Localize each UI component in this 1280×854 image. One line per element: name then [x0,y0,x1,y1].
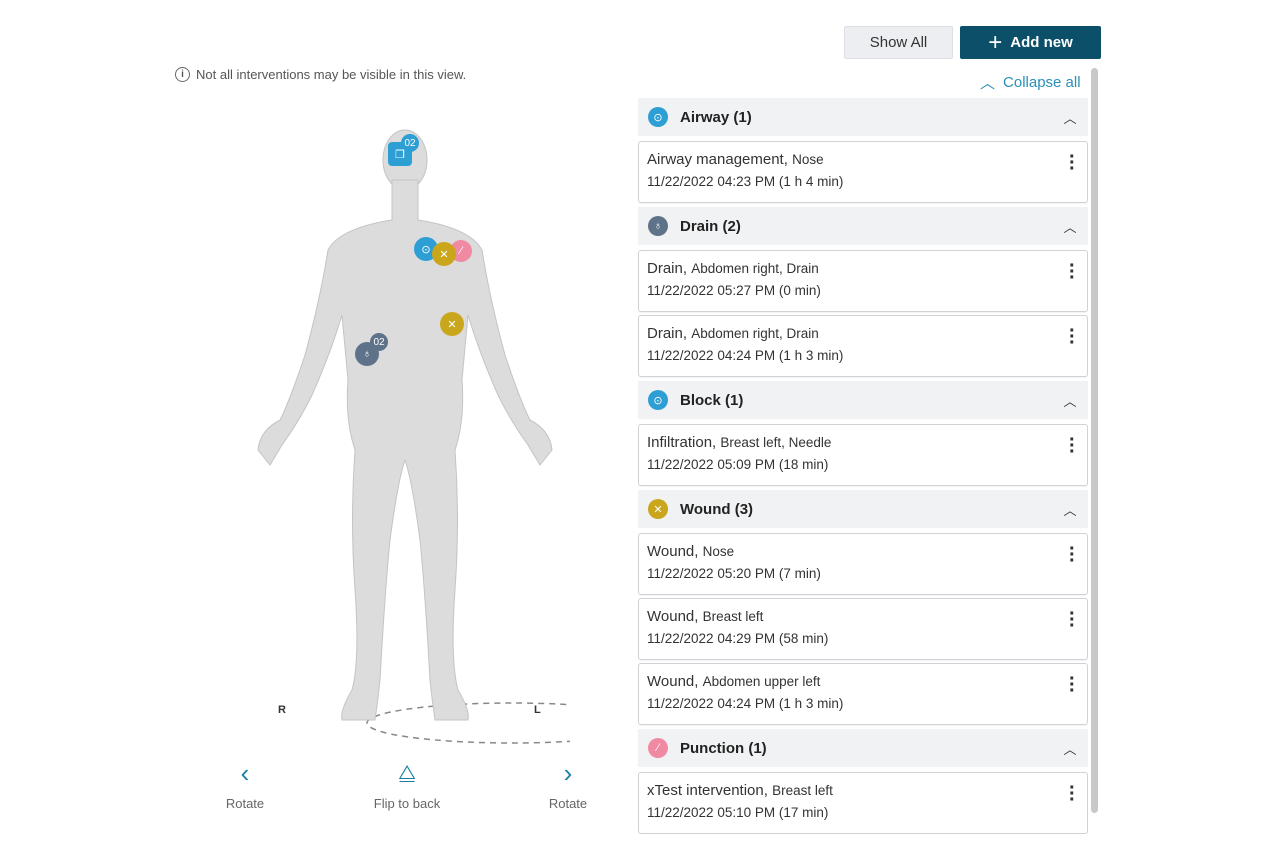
more-options-icon[interactable]: · · · [1069,146,1076,180]
visibility-notice: i Not all interventions may be visible i… [175,67,466,82]
rotate-right-button[interactable]: › Rotate [548,758,588,811]
block-icon: ⊙ [648,390,668,410]
intervention-time: 11/22/2022 04:29 PM (58 min) [647,631,829,646]
intervention-name: Infiltration, [647,434,717,451]
section-title: Drain (2) [680,217,741,235]
body-figure[interactable]: R L [250,120,570,750]
intervention-item[interactable]: Drain, Abdomen right, Drain 11/22/2022 05… [638,250,1088,312]
head-count-badge: 02 [401,134,419,152]
collapse-all-link[interactable]: ︿ Collapse all [980,74,1081,92]
section-title: Airway (1) [680,108,752,126]
more-options-icon[interactable]: · · · [1069,429,1076,463]
intervention-location: Abdomen upper left [702,674,821,689]
intervention-item[interactable]: Drain, Abdomen right, Drain 11/22/2022 04… [638,315,1088,377]
intervention-time: 11/22/2022 04:24 PM (1 h 3 min) [647,348,844,363]
chevron-up-icon: ︿ [980,75,996,92]
intervention-time: 11/22/2022 05:27 PM (0 min) [647,283,821,298]
more-options-icon[interactable]: · · · [1069,320,1076,354]
intervention-name: Drain, [647,325,688,342]
section-title: Block (1) [680,391,744,409]
intervention-location: Abdomen right, Drain [691,261,819,276]
punction-icon: ⁄ [648,738,668,758]
intervention-item[interactable]: Wound, Nose 11/22/2022 05:20 PM (7 min) · ·… [638,533,1088,595]
chevron-up-icon[interactable]: ︿ [1063,741,1077,757]
section-title: Wound (3) [680,500,754,518]
intervention-location: Nose [702,544,735,559]
intervention-time: 11/22/2022 05:09 PM (18 min) [647,457,829,472]
section-header-drain[interactable]: ♁ Drain (2) ︿ [638,207,1088,245]
chevron-up-icon[interactable]: ︿ [1063,219,1077,235]
rotate-left-button[interactable]: ‹ Rotate [225,758,265,811]
right-side-label: R [278,704,286,716]
intervention-name: Wound, [647,543,699,560]
more-options-icon[interactable]: · · · [1069,255,1076,289]
wound-icon: ✕ [648,499,668,519]
intervention-time: 11/22/2022 05:20 PM (7 min) [647,566,821,581]
marker-wound-breast-icon[interactable]: ✕ [432,242,456,266]
more-options-icon[interactable]: · · · [1069,603,1076,637]
intervention-location: Nose [792,152,824,167]
intervention-item[interactable]: Airway management, Nose 11/22/2022 04:23 … [638,141,1088,203]
left-side-label: L [534,704,541,716]
plus-icon: + [988,28,1003,56]
intervention-item[interactable]: Wound, Abdomen upper left 11/22/2022 04:2… [638,663,1088,725]
intervention-location: Abdomen right, Drain [691,326,819,341]
flip-icon: ⧋ [398,762,416,784]
intervention-time: 11/22/2022 04:23 PM (1 h 4 min) [647,174,844,189]
intervention-item[interactable]: xTest intervention, Breast left 11/22/202… [638,772,1088,834]
drain-icon: ♁ [648,216,668,236]
intervention-name: xTest intervention, [647,782,768,799]
intervention-location: Breast left [772,783,833,798]
info-icon: i [175,67,190,82]
more-options-icon[interactable]: · · · [1069,777,1076,811]
chevron-up-icon[interactable]: ︿ [1063,393,1077,409]
section-header-airway[interactable]: ⊙ Airway (1) ︿ [638,98,1088,136]
intervention-time: 11/22/2022 04:24 PM (1 h 3 min) [647,696,844,711]
chevron-left-icon: ‹ [240,758,250,788]
chevron-up-icon[interactable]: ︿ [1063,110,1077,126]
intervention-name: Wound, [647,608,699,625]
more-options-icon[interactable]: · · · [1069,668,1076,702]
airway-icon: ⊙ [648,107,668,127]
marker-wound-abdomen-icon[interactable]: ✕ [440,312,464,336]
intervention-name: Airway management, [647,151,788,168]
section-header-wound[interactable]: ✕ Wound (3) ︿ [638,490,1088,528]
scrollbar[interactable] [1091,68,1098,813]
interventions-list: ⊙ Airway (1) ︿ Airway management, Nose 11/22… [638,98,1088,834]
intervention-time: 11/22/2022 05:10 PM (17 min) [647,805,829,820]
intervention-name: Drain, [647,260,688,277]
show-all-button[interactable]: Show All [844,26,953,59]
section-header-punction[interactable]: ⁄ Punction (1) ︿ [638,729,1088,767]
more-options-icon[interactable]: · · · [1069,538,1076,572]
intervention-name: Wound, [647,673,699,690]
intervention-location: Breast left [702,609,764,624]
add-new-button[interactable]: + Add new [960,26,1101,59]
chevron-right-icon: › [563,758,573,788]
section-title: Punction (1) [680,739,767,757]
chevron-up-icon[interactable]: ︿ [1063,502,1077,518]
section-header-block[interactable]: ⊙ Block (1) ︿ [638,381,1088,419]
drain-count-badge: 02 [370,333,388,351]
flip-to-back-button[interactable]: ⧋ Flip to back [357,758,457,811]
intervention-item[interactable]: Wound, Breast left 11/22/2022 04:29 PM (5… [638,598,1088,660]
intervention-location: Breast left, Needle [720,435,832,450]
intervention-item[interactable]: Infiltration, Breast left, Needle 11/22/2… [638,424,1088,486]
